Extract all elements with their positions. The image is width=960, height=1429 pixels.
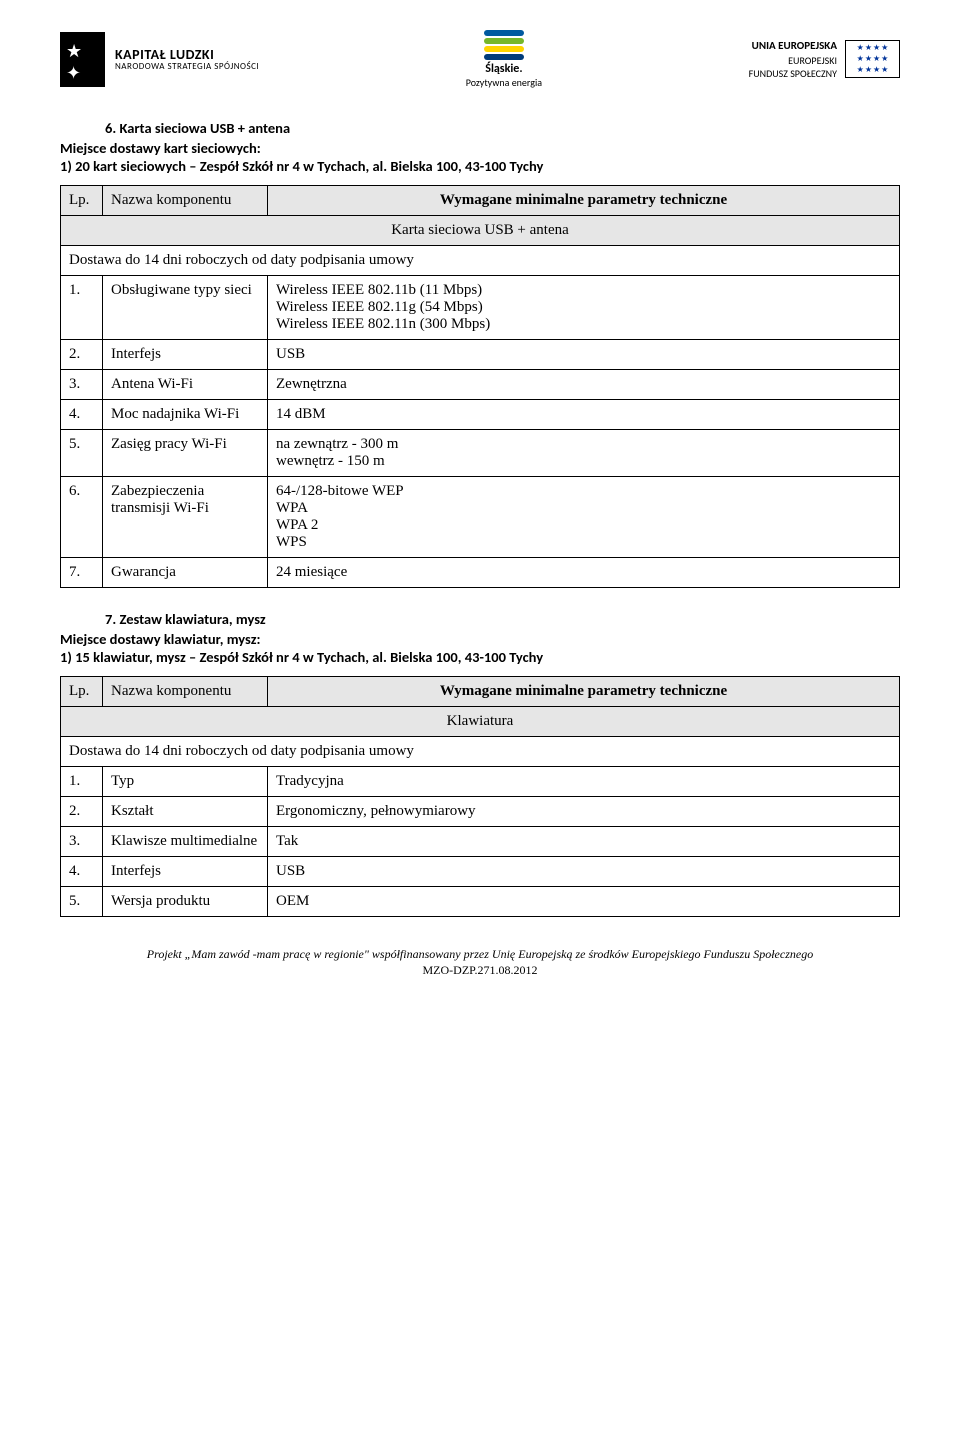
s7-dostawa: Dostawa do 14 dni roboczych od daty podp…: [61, 737, 900, 767]
eu-line2: EUROPEJSKI: [749, 54, 837, 67]
row-value: Wireless IEEE 802.11b (11 Mbps)Wireless …: [268, 276, 900, 340]
row-number: 6.: [61, 477, 103, 558]
row-value: Tak: [268, 827, 900, 857]
s6-caption: Karta sieciowa USB + antena: [61, 216, 900, 246]
row-number: 2.: [61, 797, 103, 827]
row-name: Obsługiwane typy sieci: [103, 276, 268, 340]
row-value: Zewnętrzna: [268, 370, 900, 400]
row-number: 4.: [61, 400, 103, 430]
row-value: Tradycyjna: [268, 767, 900, 797]
section6-intro-line1: Miejsce dostawy kart sieciowych:: [60, 139, 261, 157]
row-number: 1.: [61, 276, 103, 340]
logo-kapital-ludzki: ★✦ KAPITAŁ LUDZKI NARODOWA STRATEGIA SPÓ…: [60, 32, 259, 87]
header-logos: ★✦ KAPITAŁ LUDZKI NARODOWA STRATEGIA SPÓ…: [60, 30, 900, 89]
row-name: Klawisze multimedialne: [103, 827, 268, 857]
row-number: 7.: [61, 558, 103, 588]
eu-flag-icon: ★★★★ ★★★★ ★★★★: [845, 40, 900, 78]
content: 6. Karta sieciowa USB + antena Miejsce d…: [60, 119, 900, 978]
footer: Projekt „Mam zawód -mam pracę w regionie…: [60, 947, 900, 978]
section6-intro-line2: 1) 20 kart sieciowych – Zespół Szkół nr …: [60, 157, 543, 175]
row-number: 3.: [61, 370, 103, 400]
row-value: Ergonomiczny, pełnowymiarowy: [268, 797, 900, 827]
s6-dostawa: Dostawa do 14 dni roboczych od daty podp…: [61, 246, 900, 276]
row-value: USB: [268, 857, 900, 887]
row-value: 64-/128-bitowe WEPWPAWPA 2WPS: [268, 477, 900, 558]
section7-intro-line2: 1) 15 klawiatur, mysz – Zespół Szkół nr …: [60, 648, 543, 666]
row-name: Wersja produktu: [103, 887, 268, 917]
row-value: 24 miesiące: [268, 558, 900, 588]
row-number: 5.: [61, 887, 103, 917]
row-name: Zasięg pracy Wi-Fi: [103, 430, 268, 477]
s6-param-header: Wymagane minimalne parametry techniczne: [268, 186, 900, 216]
kl-line1: KAPITAŁ LUDZKI: [115, 47, 259, 62]
slaskie-line1: Śląskie.: [466, 62, 542, 76]
page: ★✦ KAPITAŁ LUDZKI NARODOWA STRATEGIA SPÓ…: [0, 0, 960, 998]
footer-line1: Projekt „Mam zawód -mam pracę w regionie…: [60, 947, 900, 963]
star-icon: ★✦: [66, 40, 82, 84]
s7-name-header: Nazwa komponentu: [103, 677, 268, 707]
section6-title: 6. Karta sieciowa USB + antena: [105, 119, 900, 137]
row-value: na zewnątrz - 300 mwewnętrz - 150 m: [268, 430, 900, 477]
row-value: OEM: [268, 887, 900, 917]
row-name: Interfejs: [103, 340, 268, 370]
s7-lp-header: Lp.: [61, 677, 103, 707]
row-name: Moc nadajnika Wi-Fi: [103, 400, 268, 430]
kl-line2: NARODOWA STRATEGIA SPÓJNOŚCI: [115, 62, 259, 72]
row-number: 5.: [61, 430, 103, 477]
row-number: 1.: [61, 767, 103, 797]
section7-intro: Miejsce dostawy klawiatur, mysz: 1) 15 k…: [60, 630, 900, 666]
row-value: USB: [268, 340, 900, 370]
row-name: Kształt: [103, 797, 268, 827]
row-value: 14 dBM: [268, 400, 900, 430]
row-name: Antena Wi-Fi: [103, 370, 268, 400]
row-name: Interfejs: [103, 857, 268, 887]
section7-title: 7. Zestaw klawiatura, mysz: [105, 610, 900, 628]
section6-table: Lp. Nazwa komponentu Wymagane minimalne …: [60, 185, 900, 588]
row-number: 2.: [61, 340, 103, 370]
logo-slaskie: Śląskie. Pozytywna energia: [466, 30, 542, 89]
row-name: Zabezpieczenia transmisji Wi-Fi: [103, 477, 268, 558]
row-number: 4.: [61, 857, 103, 887]
logo-eu: UNIA EUROPEJSKA EUROPEJSKI FUNDUSZ SPOŁE…: [749, 39, 900, 79]
s6-name-header: Nazwa komponentu: [103, 186, 268, 216]
s7-caption: Klawiatura: [61, 707, 900, 737]
row-name: Gwarancja: [103, 558, 268, 588]
slaskie-line2: Pozytywna energia: [466, 76, 542, 89]
footer-line2: MZO-DZP.271.08.2012: [60, 963, 900, 979]
eu-line3: FUNDUSZ SPOŁECZNY: [749, 67, 837, 80]
eu-line1: UNIA EUROPEJSKA: [749, 39, 837, 53]
row-name: Typ: [103, 767, 268, 797]
s7-param-header: Wymagane minimalne parametry techniczne: [268, 677, 900, 707]
section7-table: Lp. Nazwa komponentu Wymagane minimalne …: [60, 676, 900, 917]
section6-intro: Miejsce dostawy kart sieciowych: 1) 20 k…: [60, 139, 900, 175]
s6-lp-header: Lp.: [61, 186, 103, 216]
waves-icon: [484, 30, 524, 60]
row-number: 3.: [61, 827, 103, 857]
section7-intro-line1: Miejsce dostawy klawiatur, mysz:: [60, 630, 260, 648]
kl-logo-mark: ★✦: [60, 32, 105, 87]
eu-text: UNIA EUROPEJSKA EUROPEJSKI FUNDUSZ SPOŁE…: [749, 39, 837, 79]
kl-logo-text: KAPITAŁ LUDZKI NARODOWA STRATEGIA SPÓJNO…: [115, 47, 259, 72]
